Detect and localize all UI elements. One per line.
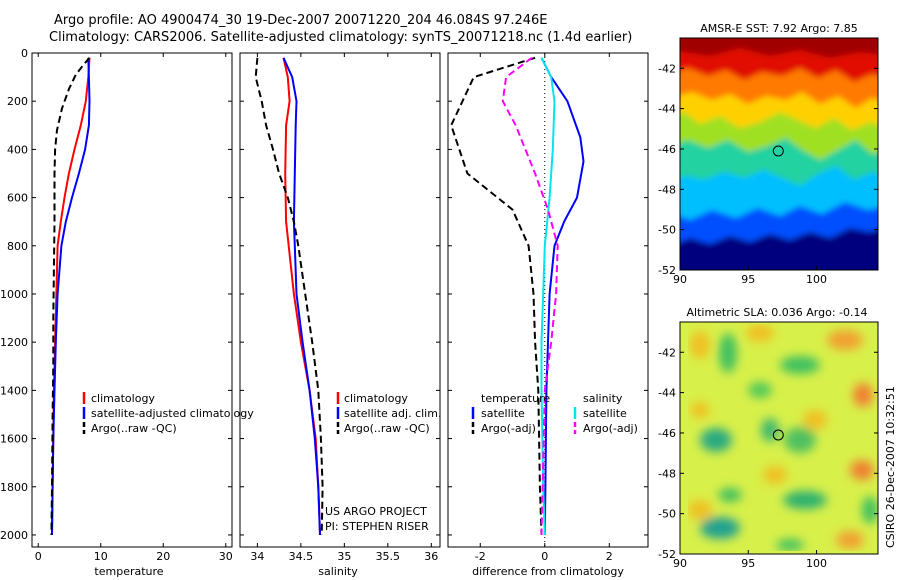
y-tick-label: -44 xyxy=(658,387,676,400)
difference-xlabel: difference from climatology xyxy=(472,565,624,578)
x-tick-label: 0 xyxy=(35,550,42,563)
y-tick-label: -44 xyxy=(658,103,676,116)
legend-title-salinity: salinity xyxy=(583,392,623,405)
series-line-0 xyxy=(540,57,585,536)
difference-axes-frame xyxy=(447,52,649,548)
y-tick-label: 2000 xyxy=(0,529,28,542)
legend-label-climatology: climatology xyxy=(91,392,155,405)
legend-label-climatology: climatology xyxy=(344,392,408,405)
y-tick-label: -42 xyxy=(658,62,676,75)
y-tick-label: 1400 xyxy=(0,384,28,397)
y-tick-label: -48 xyxy=(658,183,676,196)
series-line-1 xyxy=(450,56,543,536)
x-tick-label: 36 xyxy=(424,550,438,563)
x-tick-label: 34.5 xyxy=(289,550,314,563)
sst-map-frame xyxy=(679,37,879,271)
series-line-2 xyxy=(540,57,556,536)
x-tick-label: 34 xyxy=(250,550,264,563)
figure-subtitle: Climatology: CARS2006. Satellite-adjuste… xyxy=(49,30,632,45)
salinity-axes-frame xyxy=(239,52,441,548)
figure-title: Argo profile: AO 4900474_30 19-Dec-2007 … xyxy=(54,13,548,28)
y-tick-label: 400 xyxy=(7,143,28,156)
legend-title-temperature: temperature xyxy=(481,392,550,405)
legend-label-satellite-adj: satellite adj. clim. xyxy=(344,407,441,420)
legend-label-argo: Argo(..raw -QC) xyxy=(344,422,430,435)
series-line-3 xyxy=(501,56,559,536)
y-tick-label: -50 xyxy=(658,224,676,237)
difference-panel: -2 0 2 difference from climatology xyxy=(447,52,649,578)
timestamp-note: CSIRO 26-Dec-2007 10:32:51 xyxy=(884,386,897,548)
y-tick-label: 1600 xyxy=(0,433,28,446)
sla-map-title: Altimetric SLA: 0.036 Argo: -0.14 xyxy=(687,306,868,319)
series-line-2 xyxy=(254,57,324,536)
temperature-xlabel: temperature xyxy=(94,565,163,578)
project-annotation-line1: US ARGO PROJECT xyxy=(325,505,427,518)
y-tick-label: 1000 xyxy=(0,288,28,301)
legend-label-temp-satellite: satellite xyxy=(481,407,525,420)
legend-label-argo: Argo(..raw -QC) xyxy=(91,422,177,435)
y-tick-label: 0 xyxy=(21,47,28,60)
legend-label-sal-argo: Argo(-adj) xyxy=(583,422,638,435)
x-tick-label: 90 xyxy=(673,273,687,286)
y-tick-label: -52 xyxy=(658,548,676,561)
x-tick-label: 0 xyxy=(541,550,548,563)
x-tick-label: 100 xyxy=(806,273,827,286)
y-tick-label: 1800 xyxy=(0,481,28,494)
salinity-legend: climatology satellite adj. clim. Argo(..… xyxy=(336,392,441,435)
x-tick-label: 2 xyxy=(606,550,613,563)
y-tick-label: -46 xyxy=(658,143,676,156)
y-tick-label: 600 xyxy=(7,192,28,205)
sla-field xyxy=(680,322,878,554)
series-line-1 xyxy=(282,57,321,536)
x-tick-label: 35 xyxy=(337,550,351,563)
series-line-0 xyxy=(282,57,321,536)
series-line-1 xyxy=(51,57,91,536)
x-tick-label: 30 xyxy=(219,550,233,563)
y-tick-label: 800 xyxy=(7,240,28,253)
series-line-2 xyxy=(50,57,91,536)
y-tick-label: -48 xyxy=(658,467,676,480)
x-tick-label: -2 xyxy=(475,550,486,563)
x-tick-label: 20 xyxy=(156,550,170,563)
y-tick-label: 200 xyxy=(7,95,28,108)
temperature-panel: 0 10 20 30 0 200 400 600 800 1000 1200 1400 1600 1800… xyxy=(0,47,233,578)
argo-location-marker xyxy=(772,429,784,441)
y-tick-label: 1200 xyxy=(0,336,28,349)
legend-label-sal-satellite: satellite xyxy=(583,407,627,420)
sst-field xyxy=(680,38,878,270)
sst-map-panel: AMSR-E SST: 7.92 Argo: 7.85 90 95 100 -42 -4… xyxy=(658,22,879,286)
y-tick-label: -52 xyxy=(658,264,676,277)
y-tick-label: -42 xyxy=(658,346,676,359)
sla-map-panel: Altimetric SLA: 0.036 Argo: -0.14 xyxy=(658,306,879,570)
y-tick-label: -50 xyxy=(658,508,676,521)
temperature-legend: climatology satellite-adjusted climatolo… xyxy=(82,392,254,435)
x-tick-label: 90 xyxy=(673,557,687,570)
x-tick-label: 95 xyxy=(741,273,755,286)
project-annotation-line2: PI: STEPHEN RISER xyxy=(325,520,429,533)
x-tick-label: 95 xyxy=(741,557,755,570)
x-tick-label: 10 xyxy=(94,550,108,563)
salinity-xlabel: salinity xyxy=(318,565,358,578)
argo-location-marker xyxy=(772,145,784,157)
difference-legend: temperature satellite Argo(-adj) salinit… xyxy=(471,392,638,435)
sst-map-title: AMSR-E SST: 7.92 Argo: 7.85 xyxy=(700,22,858,35)
x-tick-label: 35.5 xyxy=(376,550,401,563)
x-tick-label: 100 xyxy=(806,557,827,570)
temperature-axes-frame xyxy=(31,52,233,548)
y-tick-label: -46 xyxy=(658,427,676,440)
legend-label-temp-argo: Argo(-adj) xyxy=(481,422,536,435)
legend-label-satellite-adjusted: satellite-adjusted climatology xyxy=(91,407,254,420)
sla-map-frame xyxy=(679,321,879,555)
salinity-panel: 34 34.5 35 35.5 36 salinity US ARGO PROJECT … xyxy=(239,52,441,578)
